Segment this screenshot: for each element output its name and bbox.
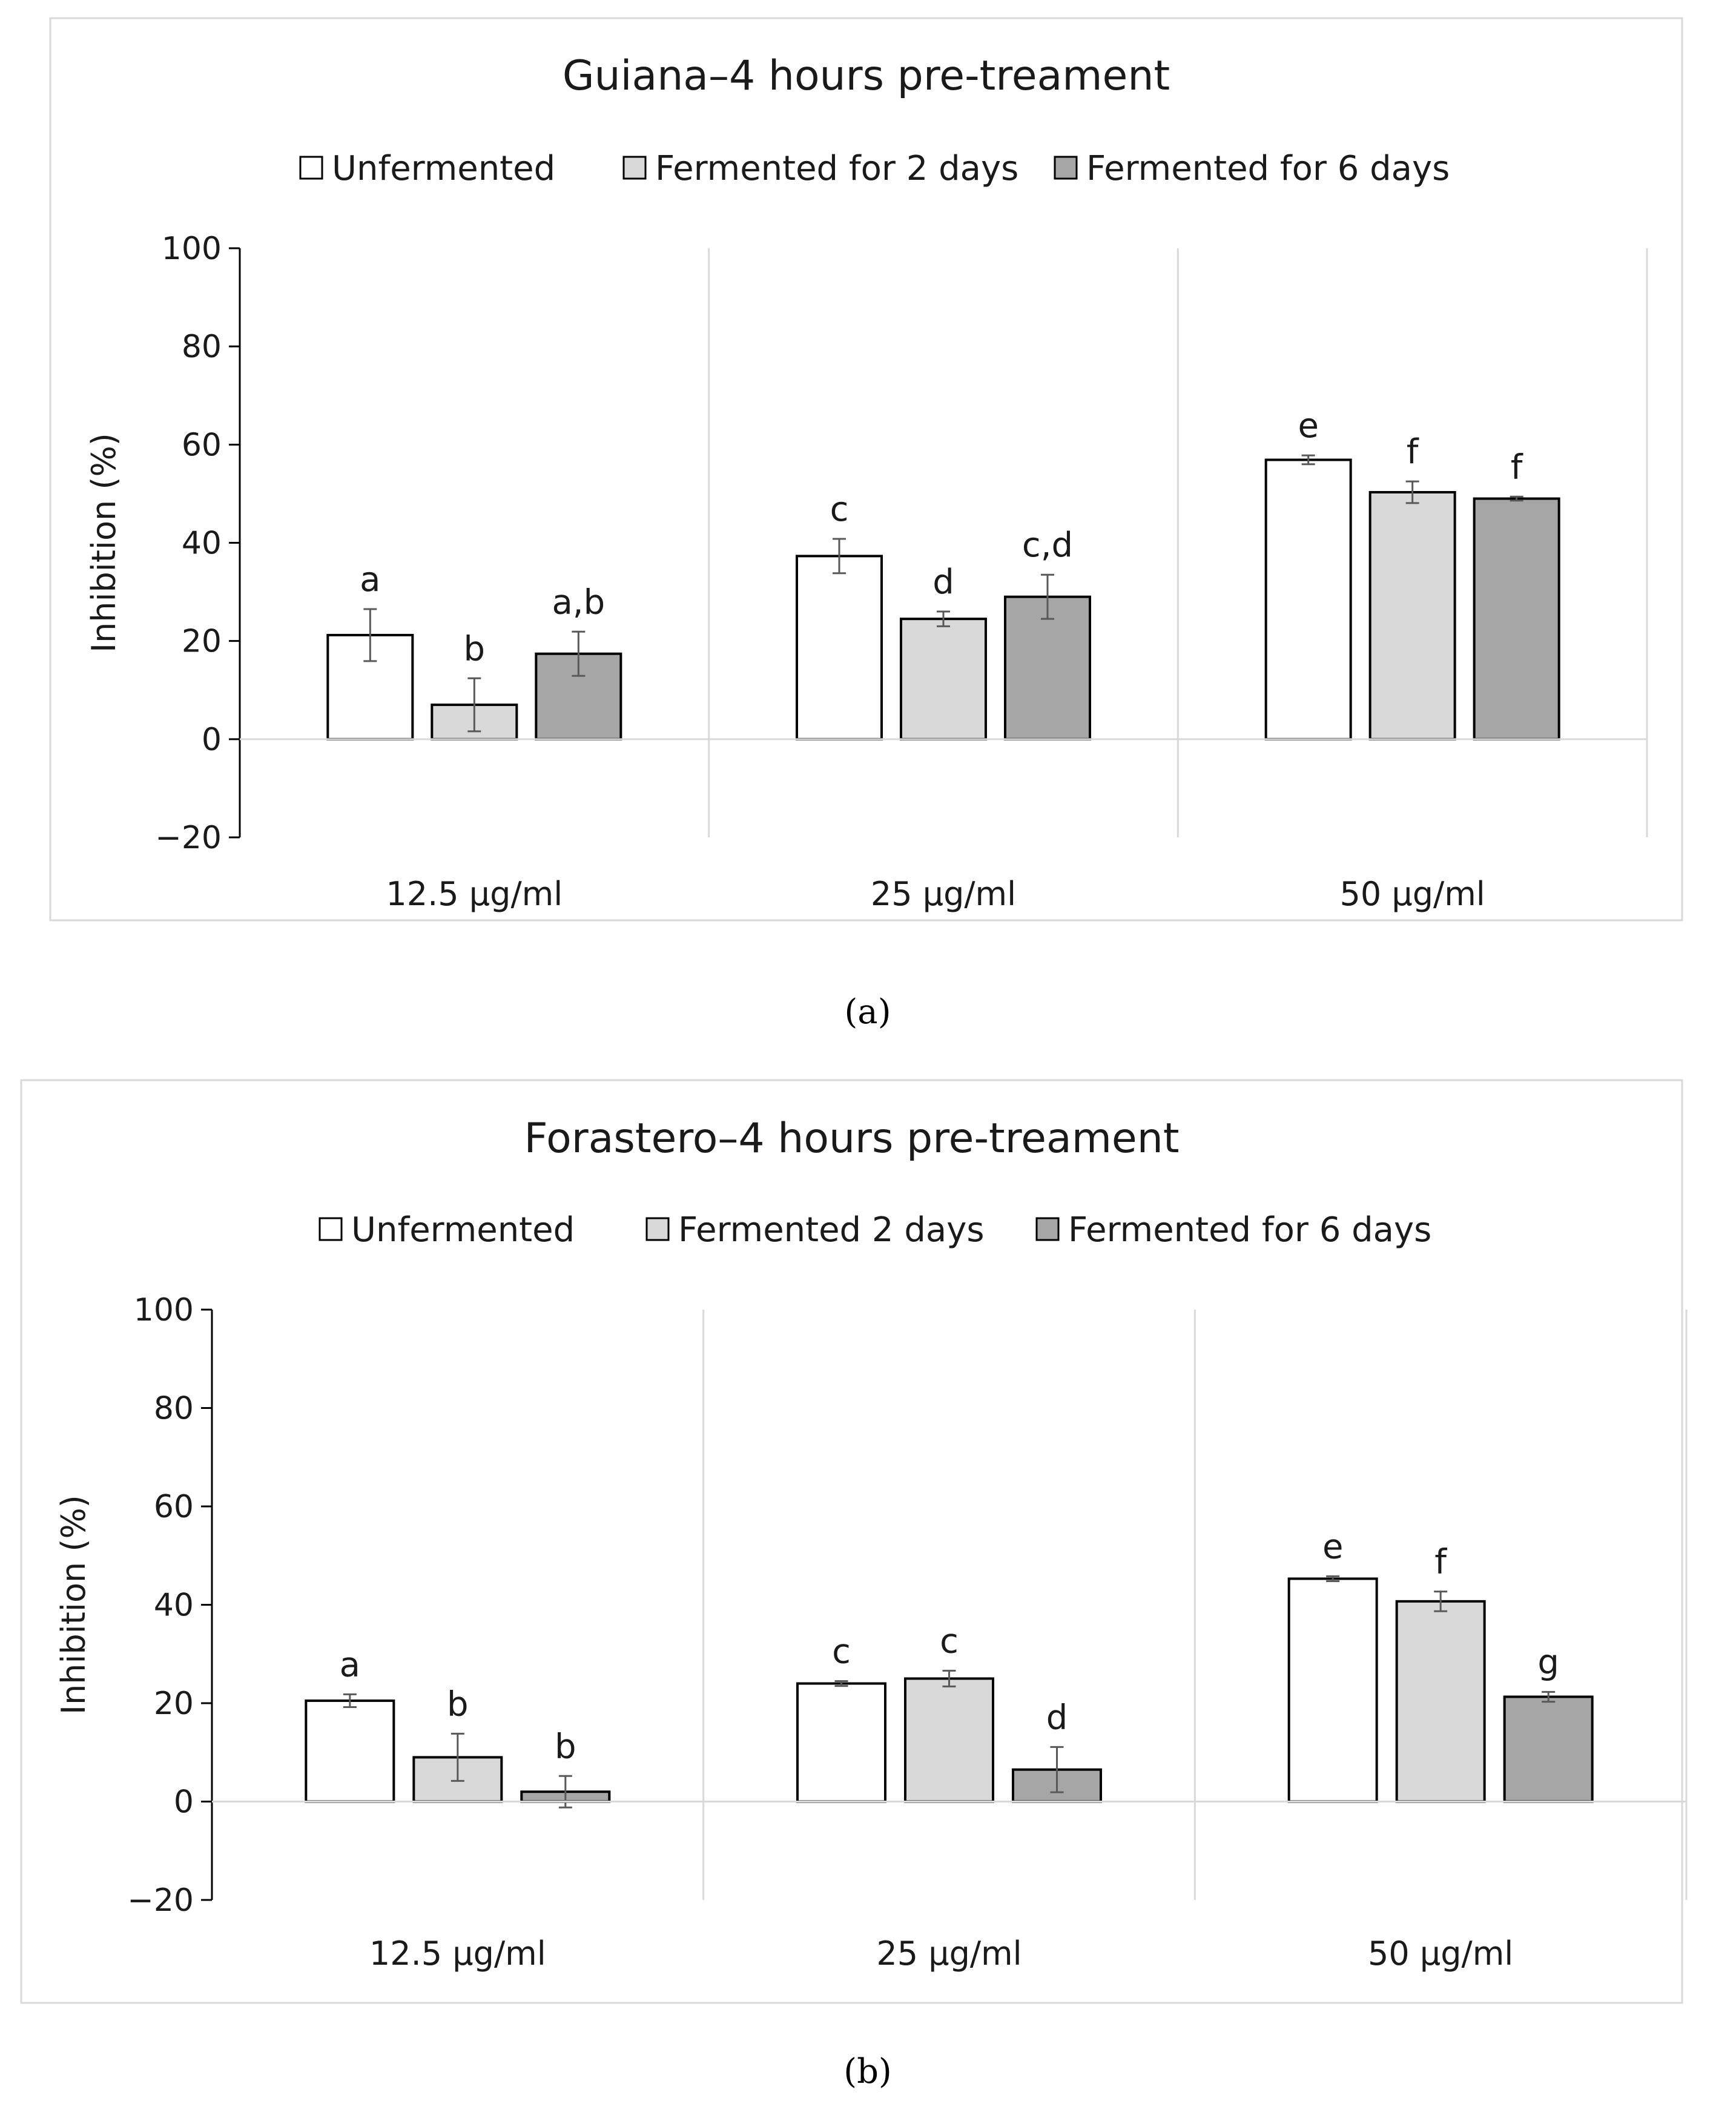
- legend-label-1: Unfermented: [332, 149, 555, 188]
- legend-swatch-1: [299, 156, 323, 180]
- significance-label: g: [1537, 1643, 1559, 1682]
- significance-label: b: [555, 1727, 576, 1766]
- y-tick-label: 80: [154, 1391, 194, 1427]
- chart-title: Forastero–4 hours pre-treament: [524, 1115, 1179, 1162]
- bar: [1368, 490, 1456, 740]
- bar: [1287, 1577, 1378, 1803]
- significance-label: f: [1407, 432, 1419, 472]
- y-tick-label: 100: [134, 1292, 194, 1328]
- significance-label: d: [932, 562, 954, 602]
- y-axis-label: Inhibition (%): [85, 433, 123, 653]
- significance-label: a: [340, 1645, 360, 1684]
- significance-label: c: [832, 1632, 851, 1671]
- y-tick-label: 80: [182, 329, 222, 365]
- y-tick-label: 20: [182, 624, 222, 660]
- chart-title: Guiana–4 hours pre-treament: [563, 52, 1170, 100]
- significance-label: a: [360, 560, 380, 599]
- legend-label-3: Fermented for 6 days: [1086, 149, 1450, 188]
- category-label: 25 µg/ml: [871, 875, 1016, 913]
- legend-label-1: Unfermented: [351, 1210, 575, 1250]
- significance-label: e: [1322, 1527, 1343, 1566]
- y-tick-label: −20: [127, 1882, 194, 1919]
- bar: [796, 555, 883, 740]
- figure-caption: (b): [843, 2052, 892, 2091]
- bar: [305, 1699, 395, 1803]
- y-tick-label: 40: [182, 526, 222, 562]
- legend-label-3: Fermented for 6 days: [1068, 1210, 1431, 1250]
- significance-label: a,b: [552, 582, 605, 622]
- significance-label: c,d: [1022, 526, 1073, 565]
- legend-swatch-3: [1035, 1217, 1060, 1241]
- bar: [1264, 458, 1352, 740]
- legend-swatch-2: [622, 156, 647, 180]
- y-tick-label: 0: [202, 722, 222, 758]
- significance-label: c: [830, 490, 849, 529]
- bar: [900, 618, 987, 740]
- y-tick-label: −20: [155, 820, 222, 856]
- chart-border: [20, 1079, 1683, 2004]
- category-label: 25 µg/ml: [876, 1934, 1021, 1973]
- category-label: 12.5 µg/ml: [369, 1934, 546, 1973]
- bar: [796, 1682, 886, 1803]
- bar: [1395, 1600, 1486, 1803]
- category-label: 50 µg/ml: [1368, 1934, 1513, 1973]
- significance-label: d: [1046, 1698, 1068, 1737]
- significance-label: e: [1298, 406, 1318, 446]
- bar: [1473, 497, 1560, 740]
- category-label: 50 µg/ml: [1340, 875, 1485, 913]
- legend-label-2: Fermented for 2 days: [655, 149, 1018, 188]
- significance-label: b: [464, 629, 486, 668]
- category-label: 12.5 µg/ml: [386, 875, 563, 913]
- y-tick-label: 100: [162, 231, 222, 267]
- significance-label: f: [1434, 1543, 1447, 1582]
- chart-forastero: Forastero–4 hours pre-treament Unfermente…: [20, 1079, 1688, 2091]
- chart-guiana: Guiana–4 hours pre-treament Unfermented Fe…: [49, 17, 1683, 1032]
- bar: [1004, 595, 1091, 740]
- legend-swatch-2: [645, 1217, 670, 1241]
- y-tick-label: 60: [182, 427, 222, 463]
- bar: [1503, 1695, 1594, 1803]
- y-tick-label: 40: [154, 1588, 194, 1624]
- bar: [904, 1677, 994, 1803]
- legend-label-2: Fermented 2 days: [678, 1210, 985, 1250]
- legend-swatch-1: [318, 1217, 343, 1241]
- significance-label: f: [1511, 447, 1523, 487]
- y-tick-label: 0: [174, 1784, 194, 1821]
- y-tick-label: 20: [154, 1686, 194, 1722]
- y-tick-label: 60: [154, 1489, 194, 1525]
- figure-caption: (a): [844, 992, 891, 1032]
- y-axis-label: Inhibition (%): [54, 1495, 93, 1715]
- significance-label: c: [940, 1621, 959, 1661]
- significance-label: b: [447, 1684, 469, 1724]
- legend-swatch-3: [1054, 156, 1078, 180]
